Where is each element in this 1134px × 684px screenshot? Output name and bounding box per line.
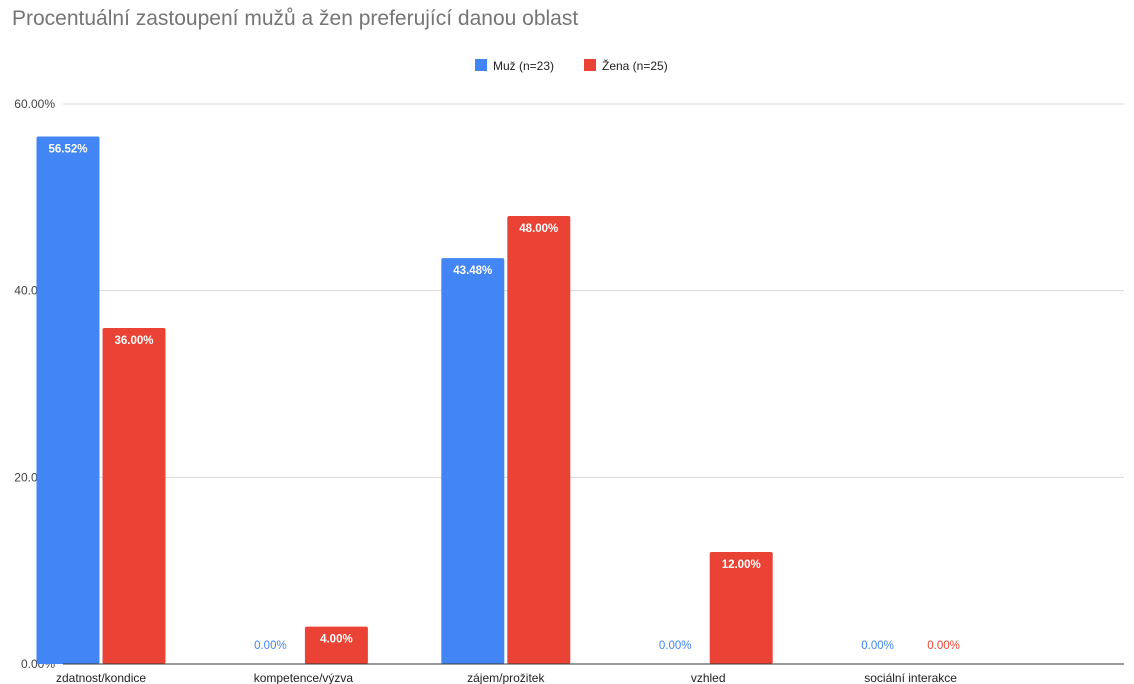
- x-tick-label: sociální interakce: [864, 671, 957, 684]
- data-label: 4.00%: [320, 634, 353, 646]
- data-label: 43.48%: [453, 265, 492, 277]
- y-tick-label: 60.00%: [14, 97, 55, 111]
- legend-label-0: Muž (n=23): [493, 59, 554, 73]
- data-label: 0.00%: [659, 640, 692, 652]
- x-tick-label: vzhled: [691, 671, 726, 684]
- data-label: 0.00%: [927, 640, 960, 652]
- data-label: 56.52%: [48, 143, 87, 155]
- bar-1-1: [304, 626, 368, 664]
- x-tick-label: zdatnost/kondice: [56, 671, 146, 684]
- data-label: 36.00%: [114, 335, 153, 347]
- bar-1-3: [709, 552, 773, 664]
- x-tick-label: kompetence/výzva: [254, 671, 354, 684]
- legend-swatch-0: [475, 59, 487, 71]
- x-tick-label: zájem/prožitek: [467, 671, 545, 684]
- bar-0-0: [36, 136, 100, 665]
- data-label: 48.00%: [519, 223, 558, 235]
- bar-1-0: [102, 328, 166, 664]
- data-label: 0.00%: [254, 640, 287, 652]
- legend-swatch-1: [584, 59, 596, 71]
- bar-1-2: [507, 216, 571, 664]
- data-label: 0.00%: [861, 640, 894, 652]
- legend-label-1: Žena (n=25): [602, 58, 668, 73]
- data-label: 12.00%: [722, 559, 761, 571]
- chart-title: Procentuální zastoupení mužů a žen prefe…: [12, 7, 579, 30]
- bar-0-2: [441, 258, 505, 664]
